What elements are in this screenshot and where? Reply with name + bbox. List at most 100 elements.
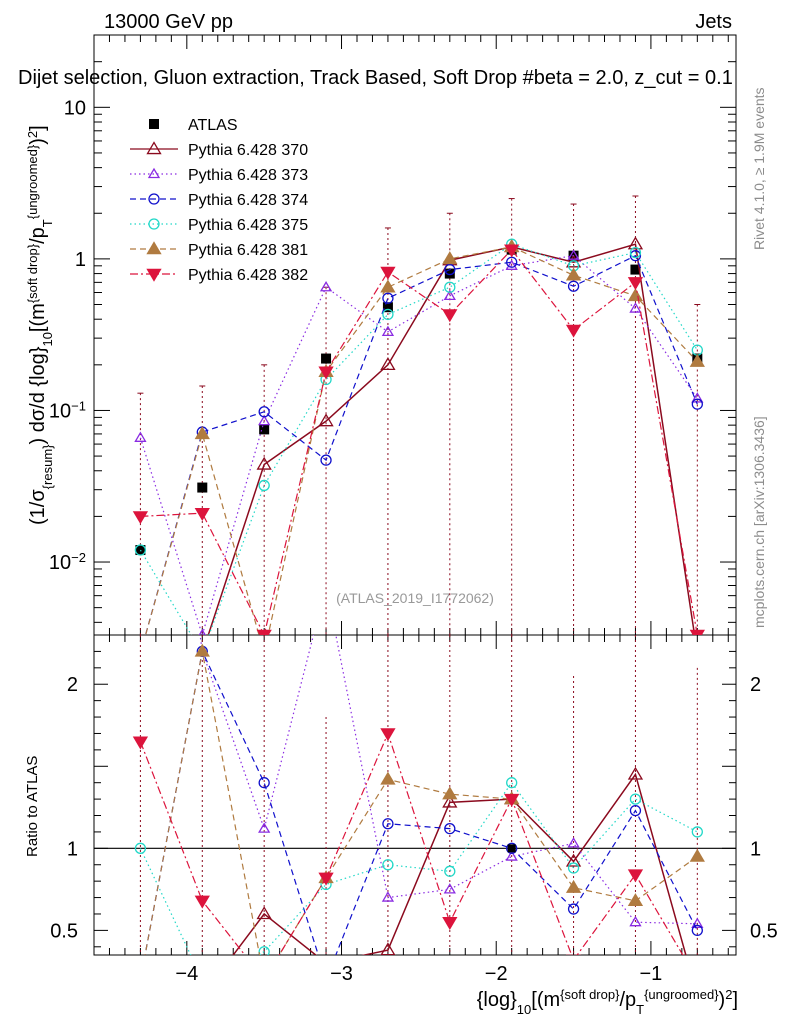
data-point (627, 288, 644, 302)
ratio-point (258, 975, 271, 986)
ratio-point (506, 842, 518, 854)
ratio-point (196, 990, 209, 1001)
data-point (627, 277, 644, 291)
ratio-point (135, 187, 145, 196)
series-line (139, 243, 698, 635)
x-tick-label: −4 (175, 963, 198, 985)
rivet-label: Rivet 4.1.0, ≥ 1.9M events (751, 87, 767, 250)
ratio-point (197, 975, 207, 985)
ratio-series-pythia-6-428-375 (134, 777, 703, 985)
ratio-point (132, 736, 149, 750)
data-point (567, 249, 580, 260)
data-point (256, 456, 272, 470)
ratio-point (504, 793, 520, 807)
ratio-point (382, 818, 394, 830)
data-point (381, 325, 395, 337)
legend-marker (147, 167, 161, 179)
data-point (691, 647, 704, 658)
x-tick-label: −3 (330, 963, 353, 985)
ratio-point (382, 859, 394, 871)
data-point (442, 309, 458, 323)
ratio-y-tick-label-left: 2 (67, 674, 78, 696)
data-point (321, 353, 332, 364)
data-point (691, 392, 704, 403)
ratio-point (443, 883, 456, 894)
data-point (320, 454, 332, 466)
legend-entry: Pythia 6.428 374 (130, 192, 308, 209)
ratio-point (629, 915, 642, 927)
y-tick-label: 10−2 (49, 550, 86, 575)
data-point (442, 251, 458, 265)
ratio-series-line (232, 772, 687, 955)
ratio-y-tick-label-right: 1 (750, 838, 761, 860)
series-line (139, 255, 698, 635)
ratio-point (567, 862, 580, 874)
data-point (194, 426, 210, 440)
ratio-y-tick-label-right: 0.5 (750, 920, 778, 942)
ratio-series-line (144, 649, 698, 955)
ratio-point (380, 942, 396, 955)
ratio-point (691, 826, 703, 838)
legend: ATLAS Pythia 6.428 370 Pythia 6.428 373 Pyt… (130, 117, 308, 284)
ratio-series-pythia-6-428-381 (144, 643, 705, 955)
data-point (444, 263, 456, 276)
ratio-point (444, 865, 456, 877)
data-point (505, 259, 518, 270)
legend-marker (148, 193, 160, 205)
x-axis-title: {log}10[(m{soft drop}/pT{ungroomed})2] (477, 987, 738, 1017)
ratio-point (318, 872, 334, 886)
legend-label: Pythia 6.428 374 (188, 192, 308, 209)
ratio-y-tick-label-left: 0.5 (50, 920, 78, 942)
legend-entry: Pythia 6.428 381 (130, 241, 308, 259)
y-tick-label: 10 (64, 97, 86, 119)
ratio-point (627, 766, 644, 780)
series-line (144, 246, 698, 635)
legend-label: Pythia 6.428 375 (188, 217, 308, 234)
ratio-atlas-point (507, 844, 516, 853)
ratio-point (194, 643, 210, 657)
ratio-point (442, 916, 458, 930)
ratio-point (689, 848, 705, 862)
ratio-point (134, 842, 147, 854)
header-energy: 13000 GeV pp (104, 11, 233, 33)
y-tick-label: 10−1 (49, 398, 86, 423)
ratio-point (381, 891, 395, 902)
data-point (318, 413, 334, 427)
y-axis-title: (1/σ{resum}) dσ/d {log}10[(m{soft drop}/… (25, 125, 55, 525)
ratio-point (627, 869, 644, 883)
data-point (197, 482, 208, 493)
legend-marker (148, 218, 160, 230)
ratio-point (691, 924, 703, 937)
ratio-series-pythia-6-428-373 (135, 187, 704, 928)
ratio-point (258, 822, 271, 833)
ratio-series-pythia-6-428-382 (132, 728, 684, 986)
ratio-series-pythia-6-428-374 (144, 645, 703, 955)
data-point (318, 366, 334, 380)
ratio-point (380, 771, 396, 785)
legend-marker (149, 119, 159, 129)
data-point (319, 280, 333, 292)
legend-entry: Pythia 6.428 382 (130, 267, 308, 284)
data-point (258, 414, 271, 426)
ratio-point (629, 793, 642, 805)
ratio-point (627, 893, 644, 907)
data-point (567, 280, 580, 292)
ratio-point (505, 850, 518, 861)
plot-title: Dijet selection, Gluon extraction, Track… (18, 67, 733, 89)
series-pythia-6-428-382 (132, 244, 705, 635)
data-point (198, 628, 206, 635)
ratio-point (380, 728, 396, 742)
data-point (380, 279, 396, 293)
analysis-watermark: (ATLAS_2019_I1772062) (336, 590, 494, 606)
series-line (140, 248, 698, 635)
ratio-y-tick-label-left: 1 (67, 838, 78, 860)
ratio-point (258, 946, 270, 955)
ratio-point (565, 954, 582, 955)
ratio-panel-frame (93, 634, 737, 956)
legend-entry: Pythia 6.428 373 (130, 167, 308, 184)
ratio-point (565, 879, 582, 893)
legend-label: Pythia 6.428 373 (188, 167, 308, 184)
data-point (258, 479, 270, 492)
series-line (207, 243, 696, 635)
